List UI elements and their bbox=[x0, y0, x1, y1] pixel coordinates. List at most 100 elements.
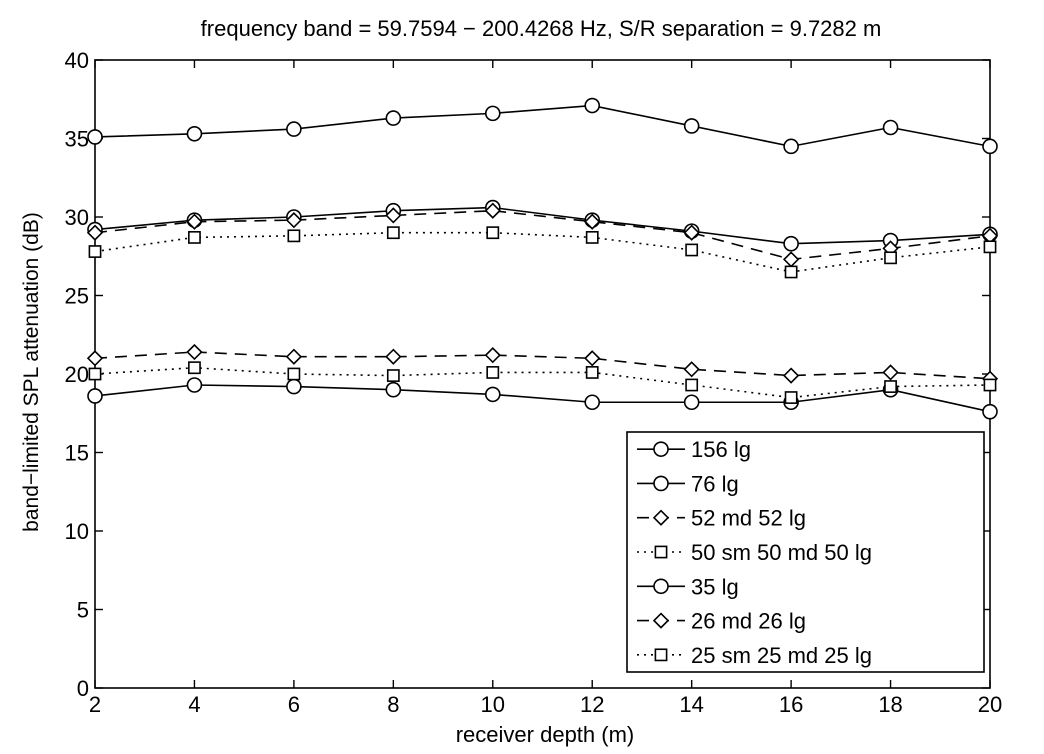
marker-diamond bbox=[285, 212, 303, 229]
marker-square bbox=[983, 378, 997, 392]
legend: 156 lg 76 lg 52 md 52 lg 50 sm 50 md 50 lg 3… bbox=[626, 431, 985, 673]
marker-diamond bbox=[86, 224, 104, 241]
marker-circle bbox=[286, 121, 302, 137]
plot-area: 2 4 6 8 10 12 14 16 18 20 0 5 10 15 20 25 30 35 40 bbox=[65, 48, 1003, 717]
marker-diamond bbox=[683, 224, 700, 241]
x-tick-label: 2 bbox=[89, 692, 101, 717]
marker-diamond bbox=[285, 348, 303, 365]
marker-circle bbox=[186, 377, 203, 393]
marker-square bbox=[188, 231, 201, 244]
y-tick-label: 15 bbox=[65, 441, 89, 466]
marker-circle bbox=[385, 381, 402, 398]
series-4 bbox=[88, 226, 997, 279]
marker-square bbox=[188, 361, 201, 375]
marker-circle bbox=[882, 119, 899, 136]
x-tick-label: 8 bbox=[387, 692, 399, 717]
y-tick-label: 5 bbox=[77, 598, 89, 623]
legend-label: 50 sm 50 md 50 lg bbox=[691, 540, 872, 565]
y-tick-label: 10 bbox=[65, 519, 89, 544]
series-line bbox=[94, 351, 991, 380]
marker-circle bbox=[584, 394, 601, 411]
marker-diamond bbox=[782, 251, 800, 268]
marker-diamond bbox=[882, 364, 899, 381]
marker-circle bbox=[653, 578, 669, 595]
y-tick-label: 40 bbox=[65, 48, 89, 73]
x-tick-label: 18 bbox=[878, 692, 902, 717]
marker-diamond bbox=[683, 361, 700, 378]
legend-label: 35 lg bbox=[691, 574, 739, 599]
y-tick-label: 35 bbox=[65, 127, 89, 152]
legend-entry: 156 lg bbox=[637, 437, 751, 462]
marker-square bbox=[884, 380, 897, 393]
marker-square bbox=[88, 367, 102, 381]
marker-circle bbox=[484, 386, 501, 403]
marker-square bbox=[287, 229, 301, 243]
marker-diamond bbox=[385, 207, 402, 224]
legend-label: 76 lg bbox=[691, 471, 739, 496]
marker-square bbox=[486, 226, 500, 240]
legend-label: 25 sm 25 md 25 lg bbox=[691, 643, 872, 668]
marker-diamond bbox=[385, 348, 402, 365]
marker-square bbox=[884, 251, 897, 265]
y-tick-label: 30 bbox=[65, 205, 89, 230]
y-tick-label: 0 bbox=[77, 676, 89, 701]
marker-circle bbox=[584, 97, 601, 114]
legend-entry: 50 sm 50 md 50 lg bbox=[637, 540, 872, 565]
marker-diamond bbox=[186, 343, 203, 361]
marker-diamond bbox=[584, 350, 601, 367]
series-line bbox=[94, 206, 991, 245]
marker-circle bbox=[186, 125, 203, 142]
y-tick-label: 25 bbox=[65, 284, 89, 309]
marker-square bbox=[784, 265, 798, 279]
x-axis-label: receiver depth (m) bbox=[456, 722, 635, 747]
marker-circle bbox=[783, 138, 799, 155]
marker-square bbox=[88, 245, 102, 258]
marker-square bbox=[486, 366, 500, 379]
marker-diamond bbox=[584, 213, 601, 230]
marker-square bbox=[585, 231, 599, 244]
x-tick-label: 16 bbox=[779, 692, 803, 717]
marker-square bbox=[685, 378, 699, 392]
series-7 bbox=[88, 361, 997, 404]
legend-label: 26 md 26 lg bbox=[691, 609, 806, 634]
marker-square bbox=[685, 243, 699, 257]
x-tick-label: 14 bbox=[679, 692, 703, 717]
y-axis-label: band−limited SPL attenuation (dB) bbox=[20, 212, 43, 532]
marker-square bbox=[654, 545, 668, 559]
x-tick-label: 6 bbox=[288, 692, 300, 717]
x-tick-label: 20 bbox=[978, 692, 1002, 717]
marker-circle bbox=[683, 394, 700, 411]
marker-circle bbox=[653, 441, 669, 457]
series-3 bbox=[86, 202, 999, 268]
marker-circle bbox=[87, 388, 103, 404]
marker-circle bbox=[653, 475, 669, 492]
marker-circle bbox=[484, 105, 501, 122]
marker-circle bbox=[385, 110, 402, 126]
x-tick-label: 10 bbox=[481, 692, 505, 717]
marker-square bbox=[287, 367, 301, 381]
marker-diamond bbox=[86, 350, 104, 367]
marker-diamond bbox=[186, 213, 203, 230]
series-line bbox=[94, 104, 991, 148]
marker-circle bbox=[286, 378, 302, 395]
marker-circle bbox=[87, 129, 103, 145]
legend-label: 156 lg bbox=[691, 437, 751, 462]
series-line bbox=[94, 366, 991, 399]
series-1 bbox=[87, 97, 998, 155]
marker-circle bbox=[683, 118, 700, 134]
marker-circle bbox=[783, 235, 799, 252]
marker-diamond bbox=[652, 509, 670, 526]
marker-square bbox=[784, 391, 798, 404]
legend-entry: 76 lg bbox=[637, 471, 739, 496]
marker-diamond bbox=[782, 367, 800, 384]
series-line bbox=[94, 209, 991, 261]
series-6 bbox=[86, 343, 999, 387]
marker-diamond bbox=[484, 347, 501, 364]
y-tick-label: 20 bbox=[65, 362, 89, 387]
legend-entry: 26 md 26 lg bbox=[637, 609, 806, 634]
marker-square bbox=[654, 648, 668, 662]
marker-square bbox=[386, 226, 400, 240]
legend-label: 52 md 52 lg bbox=[691, 506, 806, 531]
series-2 bbox=[87, 199, 998, 252]
marker-square bbox=[585, 366, 599, 379]
